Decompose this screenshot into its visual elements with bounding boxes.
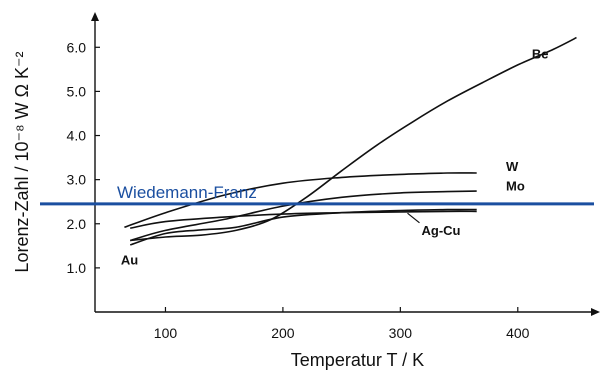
- series-label-ag-cu: Ag-Cu: [421, 223, 460, 238]
- x-tick-label: 300: [389, 325, 413, 341]
- plot-area: 100 200 300 400 1.0 2.0 3.0 4.0 5.0 6.0 Temperatur…: [12, 12, 600, 370]
- x-tick-label: 400: [506, 325, 530, 341]
- series-line-w: [124, 172, 477, 229]
- x-axis-title: Temperatur T / K: [291, 350, 424, 370]
- series-label-mo: Mo: [506, 179, 525, 194]
- y-tick-label: 4.0: [67, 128, 87, 144]
- x-tick-label: 200: [271, 325, 295, 341]
- series-line-ag-cu: [130, 210, 477, 229]
- series-line-be: [130, 36, 577, 242]
- series-line-au: [129, 208, 477, 246]
- series-label-be: Be: [532, 46, 549, 61]
- ag-cu-leader-line: [407, 212, 420, 224]
- y-tick-label: 6.0: [67, 39, 87, 55]
- wiedemann-franz-label: Wiedemann-Franz: [117, 183, 257, 202]
- series-line-mo: [129, 190, 477, 242]
- x-axis-arrow: [591, 308, 600, 316]
- series-label-au: Au: [121, 252, 138, 267]
- y-tick-label: 3.0: [67, 172, 87, 188]
- y-axis-title: Lorenz-Zahl / 10⁻⁸ W Ω K⁻²: [12, 51, 32, 272]
- series-label-w: W: [506, 159, 519, 174]
- x-tick-label: 100: [154, 325, 178, 341]
- y-tick-label: 5.0: [67, 83, 87, 99]
- y-tick-label: 2.0: [67, 216, 87, 232]
- y-axis-arrow: [91, 12, 99, 21]
- y-tick-label: 1.0: [67, 260, 87, 276]
